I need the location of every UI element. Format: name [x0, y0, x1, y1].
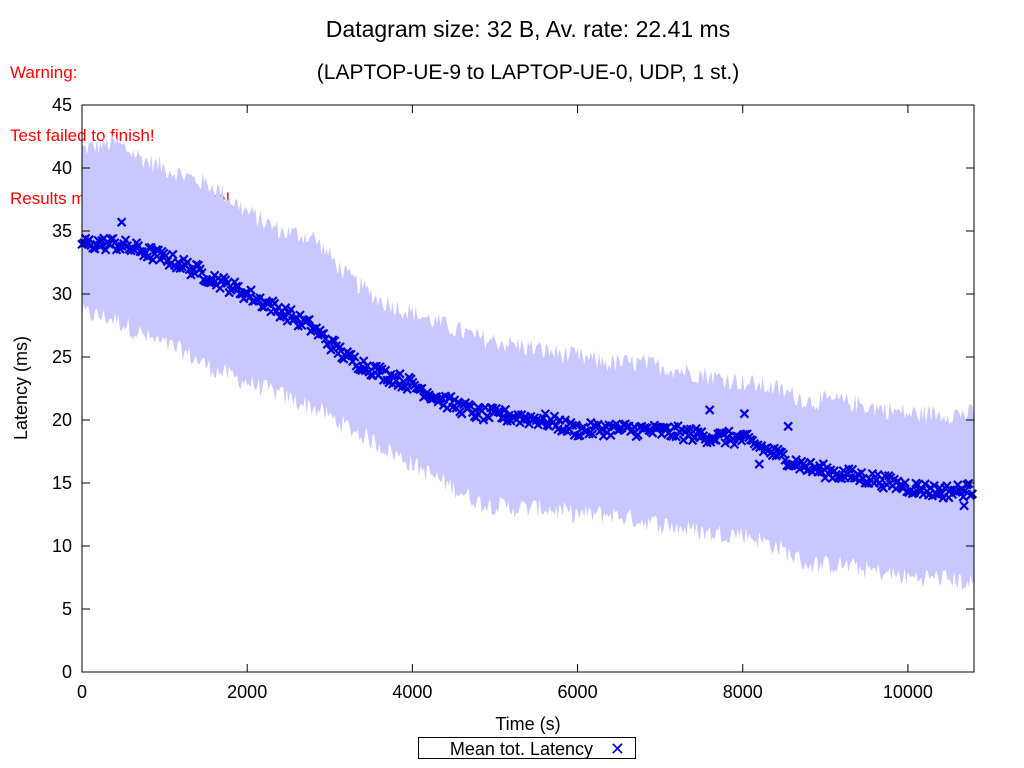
data-point [240, 287, 251, 298]
data-point [280, 303, 291, 313]
data-point [318, 328, 329, 339]
data-point [197, 267, 207, 278]
data-point [920, 479, 930, 489]
data-point [575, 430, 585, 441]
data-point [142, 252, 153, 262]
legend-label: Mean tot. Latency [449, 739, 593, 759]
data-point [571, 420, 582, 430]
data-point [880, 470, 890, 481]
y-tick-label: 10 [52, 536, 72, 556]
data-point [395, 369, 405, 379]
x-tick-label: 2000 [227, 682, 267, 702]
data-point [155, 254, 165, 265]
y-tick-label: 0 [62, 662, 72, 682]
chart-title: Datagram size: 32 B, Av. rate: 22.41 ms [325, 16, 731, 42]
data-point [246, 285, 256, 295]
warning-line-2: Test failed to finish! [10, 126, 155, 145]
data-point [233, 281, 244, 292]
data-point [495, 407, 505, 418]
data-point [963, 478, 974, 489]
data-point [900, 477, 910, 488]
data-point [335, 342, 345, 352]
data-point [286, 304, 296, 315]
y-tick-label: 45 [52, 95, 72, 115]
data-point-outlier [739, 408, 750, 419]
data-point [720, 438, 731, 448]
data-point [929, 480, 939, 491]
data-point [587, 429, 598, 439]
data-point [711, 435, 721, 446]
plot-frame [81, 104, 975, 673]
data-point [560, 415, 571, 425]
x-tick-label: 0 [77, 682, 87, 702]
y-tick-label: 15 [52, 473, 72, 493]
legend-marker-icon: ✕ [609, 739, 625, 759]
data-point [500, 404, 511, 415]
x-tick-label: 4000 [392, 682, 432, 702]
data-point [168, 249, 178, 260]
chart-subtitle: (LAPTOP-UE-9 to LAPTOP-UE-0, UDP, 1 st.) [316, 61, 740, 84]
data-point [549, 411, 560, 422]
latency-range-band [82, 133, 974, 591]
data-point [909, 487, 919, 498]
data-point [466, 401, 476, 411]
axes: 0 2000 4000 6000 8000 10000 0 5 10 15 20 25 30 35 40 45 [52, 95, 974, 702]
x-tick-label: 8000 [723, 682, 763, 702]
y-tick-label: 35 [52, 221, 72, 241]
warning-line-1: Warning: [10, 63, 78, 82]
data-point [146, 242, 156, 253]
data-point-outlier [959, 500, 969, 511]
data-point-outlier [116, 217, 127, 227]
y-tick-label: 5 [62, 599, 72, 619]
data-point [873, 469, 883, 480]
data-point-outlier [704, 405, 715, 415]
range-band-area [82, 133, 974, 591]
data-point [724, 426, 734, 436]
data-point [100, 245, 111, 255]
data-point [344, 349, 354, 360]
y-tick-label: 30 [52, 284, 72, 304]
data-point [160, 251, 171, 261]
y-tick-label: 40 [52, 158, 72, 178]
y-tick-label: 20 [52, 410, 72, 430]
x-axis-label: Time (s) [495, 714, 560, 734]
x-tick-label: 10000 [883, 682, 933, 702]
data-point [304, 314, 314, 325]
y-tick-label: 25 [52, 347, 72, 367]
data-point [605, 430, 616, 441]
data-point [967, 489, 978, 499]
data-point [856, 467, 867, 478]
data-point [215, 283, 225, 294]
data-point-outlier [754, 459, 765, 469]
data-point [231, 281, 242, 292]
data-point-outlier [783, 421, 793, 432]
data-point [378, 375, 389, 385]
x-tick-label: 6000 [558, 682, 598, 702]
data-point [958, 492, 969, 502]
data-point [349, 352, 360, 362]
y-axis-label: Latency (ms) [11, 336, 31, 440]
chart-legend: Mean tot. Latency ✕ [418, 737, 636, 759]
